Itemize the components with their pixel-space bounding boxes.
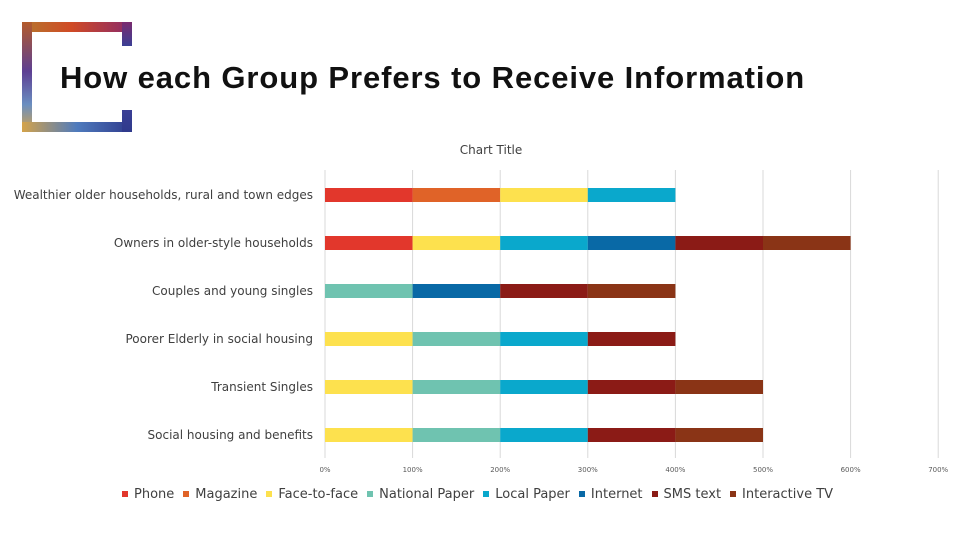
legend-label: SMS text [663,486,722,502]
legend-swatch [651,491,658,497]
legend-label: Magazine [195,486,258,502]
category-label: Poorer Elderly in social housing [125,332,313,346]
category-labels: Wealthier older households, rural and to… [14,188,313,442]
bar-segment-national-paper [412,428,501,442]
legend-item: Phone [122,487,174,502]
bar-segment-local-paper [587,188,676,202]
legend-item: Local Paper [483,487,570,502]
legend-swatch [367,491,374,497]
legend-label: Face-to-face [278,486,359,502]
category-label: Transient Singles [210,380,313,394]
bar-segment-phone [325,236,413,250]
x-tick-label: 100% [403,466,423,474]
x-tick-label: 400% [665,466,685,474]
category-label: Couples and young singles [152,284,313,298]
x-axis-tick-labels: 0% 100% 200% 300% 400% 500% 600% 700% [319,466,948,474]
chart-title: Chart Title [460,143,523,157]
bar-segment-interactive-tv [587,284,676,298]
legend-swatch [266,491,273,497]
legend-swatch [122,491,128,497]
frame-right-edge-lower [122,110,132,132]
bar-segment-sms-text [500,284,588,298]
frame-bottom-edge [22,122,132,132]
category-label: Wealthier older households, rural and to… [14,188,313,202]
bar-segment-face-to-face [325,380,413,394]
frame-right-edge [122,22,132,46]
x-tick-label: 500% [753,466,773,474]
legend-swatch [730,491,737,497]
chart-legend: Phone Magazine Face-to-face National Paper L… [122,485,842,503]
legend-item: SMS text [651,486,722,502]
bar-segment-national-paper [325,284,413,298]
category-label: Owners in older-style households [114,236,313,250]
bar-segment-sms-text [587,380,676,394]
bar-segment-sms-text [675,236,763,250]
x-tick-label: 700% [928,466,948,474]
frame-left-edge [22,22,32,132]
bar-segments [325,188,851,442]
slide-title: How each Group Prefers to Receive Inform… [60,60,806,95]
legend-swatch [483,491,490,497]
legend-label: Phone [134,486,175,502]
frame-top-edge [22,22,132,32]
bar-segment-face-to-face [500,188,588,202]
bar-segment-internet [412,284,501,298]
bar-segment-national-paper [412,380,501,394]
bar-segment-national-paper [412,332,501,346]
bar-segment-interactive-tv [763,236,851,250]
bar-segment-face-to-face [412,236,501,250]
category-label: Social housing and benefits [148,428,313,442]
legend-item: Magazine [183,487,257,502]
legend-label: National Paper [379,486,475,502]
decorative-frame [22,22,132,132]
bar-segment-local-paper [500,332,588,346]
legend-item: Face-to-face [266,487,358,502]
bar-segment-local-paper [500,380,588,394]
legend-item: Internet [578,486,643,502]
bar-segment-sms-text [587,332,676,346]
bar-segment-local-paper [500,428,588,442]
bar-segment-magazine [412,188,501,202]
gridlines [324,170,939,458]
bar-segment-interactive-tv [675,428,763,442]
legend-label: Interactive TV [742,486,834,502]
bar-segment-interactive-tv [675,380,763,394]
legend-item: National Paper [367,487,474,502]
bar-segment-face-to-face [325,332,413,346]
legend-label: Internet [590,486,643,502]
x-tick-label: 300% [578,466,598,474]
bar-segment-local-paper [500,236,588,250]
bar-segment-face-to-face [325,428,413,442]
bar-segment-internet [587,236,676,250]
bar-segment-phone [325,188,413,202]
x-tick-label: 200% [490,466,510,474]
x-tick-label: 0% [319,466,330,474]
bar-segment-sms-text [587,428,676,442]
legend-swatch [183,491,190,497]
legend-item: Interactive TV [730,487,833,502]
x-tick-label: 600% [841,466,861,474]
legend-swatch [578,491,585,497]
legend-label: Local Paper [495,486,570,502]
